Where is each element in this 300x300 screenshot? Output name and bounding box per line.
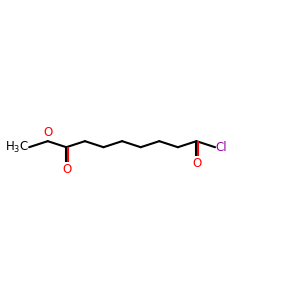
Text: Cl: Cl [216,141,227,154]
Text: H$_3$C: H$_3$C [4,140,29,155]
Text: O: O [62,164,71,176]
Text: O: O [192,158,202,170]
Text: O: O [43,126,52,139]
